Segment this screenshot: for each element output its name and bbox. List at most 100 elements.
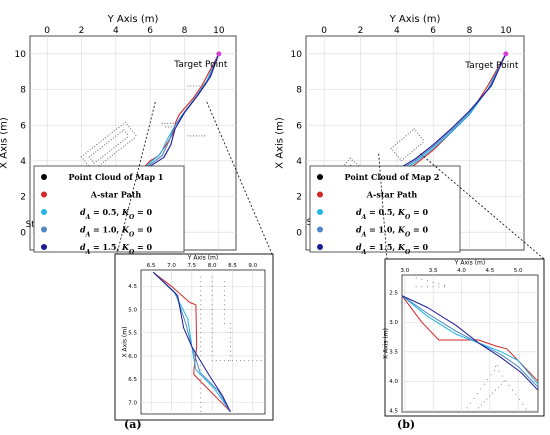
a-inset-xtick-label: 6.5 bbox=[147, 263, 156, 269]
a-main-xtick-label: 0 bbox=[44, 26, 50, 36]
a-point-cloud bbox=[108, 150, 111, 152]
b-main-xtick-label: 10 bbox=[500, 26, 512, 36]
b-inset-point-cloud bbox=[415, 277, 417, 279]
b-inset-point-cloud bbox=[466, 407, 468, 409]
b-inset-point-cloud bbox=[473, 397, 475, 399]
a-inset-point-cloud bbox=[200, 290, 202, 292]
a-main-xtick-label: 8 bbox=[182, 26, 188, 36]
b-point-cloud bbox=[396, 142, 399, 144]
b-inset-point-cloud bbox=[486, 398, 488, 400]
a-point-cloud bbox=[128, 126, 130, 128]
a-inset-point-cloud bbox=[223, 290, 225, 292]
a-point-cloud bbox=[131, 130, 133, 132]
b-point-cloud bbox=[407, 133, 409, 135]
a-inset-point-cloud bbox=[200, 411, 202, 413]
b-point-cloud bbox=[397, 156, 399, 158]
a-point-cloud bbox=[107, 158, 109, 160]
b-point-cloud bbox=[405, 135, 407, 137]
a-point-cloud bbox=[126, 136, 128, 139]
a-point-cloud bbox=[190, 135, 192, 137]
a-inset-ytick-label: 4.5 bbox=[128, 284, 137, 290]
a-inset-point-cloud bbox=[229, 355, 231, 357]
a-inset-point-cloud bbox=[211, 322, 213, 324]
a-inset-point-cloud bbox=[200, 332, 202, 334]
b-inset-point-cloud bbox=[493, 369, 495, 371]
a-point-cloud bbox=[119, 141, 122, 144]
a-inset-point-cloud bbox=[211, 318, 213, 320]
a-inset-point-cloud bbox=[200, 308, 202, 310]
b-point-cloud bbox=[415, 147, 417, 149]
a-inset-point-cloud bbox=[211, 350, 213, 352]
a-point-cloud bbox=[104, 144, 106, 146]
a-inset-point-cloud bbox=[231, 360, 233, 362]
a-point-cloud bbox=[187, 135, 189, 137]
a-point-cloud bbox=[111, 131, 113, 134]
a-point-cloud bbox=[170, 126, 172, 128]
a-point-cloud bbox=[93, 145, 96, 147]
a-inset-point-cloud bbox=[223, 308, 225, 310]
a-point-cloud bbox=[130, 128, 132, 130]
b-point-cloud bbox=[420, 143, 422, 145]
a-point-cloud bbox=[100, 140, 102, 142]
b-inset-point-cloud bbox=[487, 379, 489, 381]
b-target-marker bbox=[503, 51, 509, 57]
b-point-cloud bbox=[417, 132, 419, 134]
a-point-cloud bbox=[115, 135, 117, 137]
a-inset-plot-frame bbox=[140, 269, 266, 415]
a-point-cloud bbox=[124, 144, 127, 146]
a-main-ytick-label: 6 bbox=[20, 121, 26, 131]
a-inset-point-cloud bbox=[200, 378, 202, 380]
a-inset-point-cloud bbox=[227, 360, 229, 362]
a-inset-point-cloud bbox=[215, 360, 217, 362]
a-inset-point-cloud bbox=[200, 369, 202, 371]
b-main-xtick-label: 6 bbox=[430, 26, 436, 36]
a-inset-ytick-label: 5.0 bbox=[128, 307, 137, 313]
a-point-cloud bbox=[116, 151, 118, 153]
a-main-legend-label: Point Cloud of Map 1 bbox=[69, 172, 164, 182]
b-main-xtick-label: 4 bbox=[394, 26, 400, 36]
a-main-legend-label: A-star Path bbox=[90, 190, 142, 200]
a-point-cloud bbox=[99, 147, 101, 149]
b-point-cloud bbox=[394, 151, 396, 154]
a-inset-point-cloud bbox=[211, 332, 213, 334]
b-zoom-connector bbox=[378, 153, 388, 260]
a-inset-point-cloud bbox=[229, 336, 231, 338]
caption-b: (b) bbox=[397, 418, 416, 431]
b-inset-xtick-label: 4.5 bbox=[485, 268, 494, 274]
b-main-ytick-label: 8 bbox=[296, 86, 302, 96]
a-point-cloud bbox=[167, 126, 170, 128]
b-point-cloud bbox=[409, 131, 412, 133]
a-inset-point-cloud bbox=[200, 346, 202, 348]
b-inset-point-cloud bbox=[432, 286, 434, 288]
a-inset-point-cloud bbox=[200, 304, 202, 306]
b-main-legend-marker bbox=[317, 174, 323, 180]
a-main-legend-marker bbox=[41, 209, 47, 215]
a-point-cloud bbox=[92, 152, 95, 155]
a-point-cloud bbox=[169, 122, 172, 124]
b-main-legend-label: dA = 1.5, KO = 0 bbox=[356, 242, 428, 256]
a-point-cloud bbox=[118, 149, 120, 151]
a-inset-point-cloud bbox=[200, 341, 202, 343]
a-inset-point-cloud bbox=[229, 360, 231, 362]
a-inset-ytick-label: 6.0 bbox=[128, 354, 137, 360]
a-main-legend-marker bbox=[41, 191, 47, 198]
a-main-xtick-label: 10 bbox=[213, 26, 225, 36]
b-zoom-connector bbox=[420, 153, 545, 260]
a-point-cloud bbox=[88, 156, 90, 158]
a-point-cloud bbox=[110, 139, 112, 141]
b-point-cloud bbox=[411, 129, 414, 131]
a-point-cloud bbox=[124, 131, 127, 133]
b-point-cloud bbox=[394, 144, 396, 146]
b-inset-point-cloud bbox=[490, 374, 492, 376]
b-inset-point-cloud bbox=[495, 366, 496, 368]
a-inset-point-cloud bbox=[223, 318, 225, 320]
a-point-cloud bbox=[124, 121, 127, 123]
b-main-ytick-label: 2 bbox=[296, 193, 302, 203]
b-inset-ytick-label: 4.0 bbox=[389, 379, 398, 385]
b-inset-ytick-label: 3.0 bbox=[389, 320, 398, 326]
a-point-cloud bbox=[204, 135, 206, 137]
a-point-cloud bbox=[100, 157, 102, 159]
a-point-cloud bbox=[87, 150, 89, 153]
b-point-cloud bbox=[400, 159, 402, 162]
a-inset-point-cloud bbox=[211, 276, 213, 278]
